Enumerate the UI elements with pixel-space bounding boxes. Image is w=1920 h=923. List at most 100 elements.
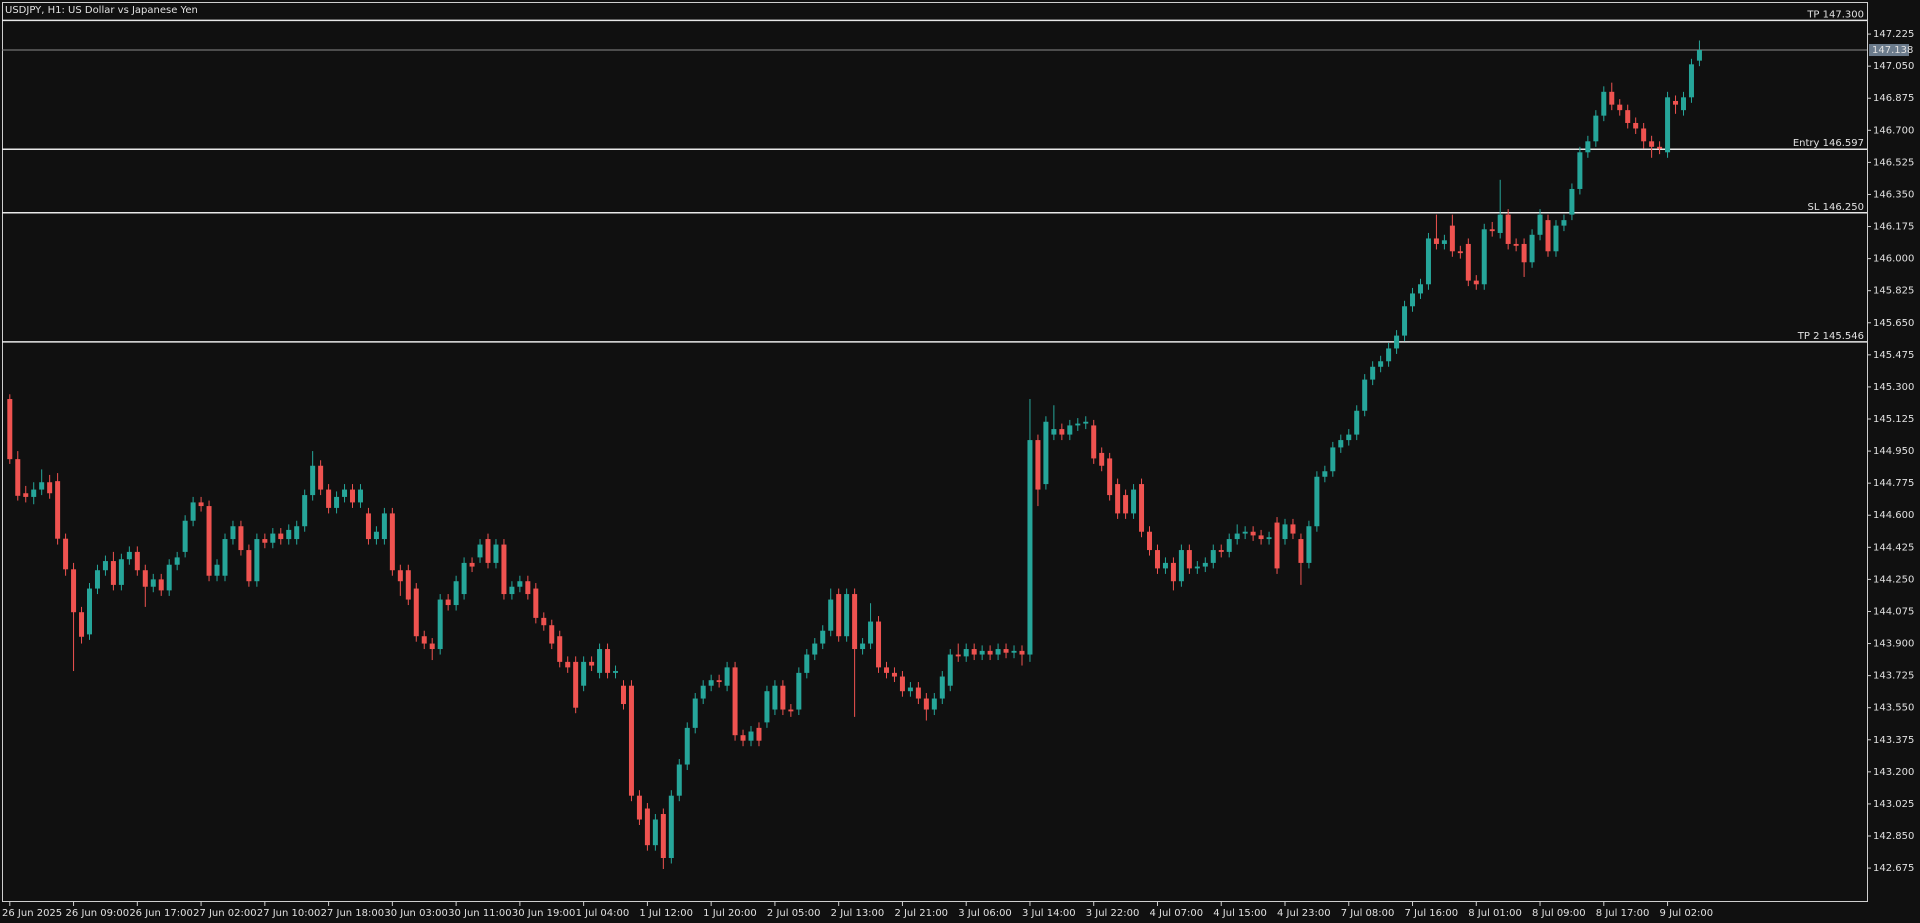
y-tick-label: 143.900: [1873, 639, 1914, 650]
y-tick-label: 146.350: [1873, 189, 1914, 200]
candle-body: [254, 539, 260, 582]
candle-body: [1131, 489, 1137, 514]
y-tick-label: 143.200: [1873, 767, 1914, 778]
candle-body: [1147, 531, 1153, 551]
y-tick-label: 144.775: [1873, 478, 1914, 489]
candle-body: [620, 685, 626, 705]
y-tick-label: 145.825: [1873, 286, 1914, 297]
candle-body: [493, 544, 499, 563]
candle-body: [182, 520, 188, 552]
y-tick-label: 143.550: [1873, 703, 1914, 714]
candle-body: [166, 564, 172, 591]
y-tick-label: 142.675: [1873, 863, 1914, 874]
candle-body: [445, 599, 451, 606]
candle-body: [780, 685, 786, 710]
candle-body: [628, 685, 634, 796]
candle-body: [1035, 440, 1041, 490]
candle-body: [94, 570, 100, 589]
candle-body: [1521, 243, 1527, 263]
y-tick-label: 145.125: [1873, 414, 1914, 425]
candle-body: [1242, 531, 1248, 534]
level-label: TP 147.300: [1806, 9, 1864, 20]
candle-body: [796, 672, 802, 710]
candle-body: [1545, 220, 1551, 252]
candle-body: [1696, 50, 1702, 61]
candle-body: [294, 526, 300, 540]
candle-body: [39, 482, 45, 490]
level-label: TP 2 145.546: [1797, 331, 1864, 342]
candle-body: [860, 643, 866, 650]
candle-body: [1210, 550, 1216, 563]
candle-body: [469, 562, 475, 567]
candle-body: [1338, 440, 1344, 448]
candle-body: [79, 612, 85, 637]
candle-body: [1139, 484, 1145, 532]
candle-body: [947, 654, 953, 686]
candle-body: [477, 544, 483, 558]
candle-body: [453, 581, 459, 606]
bid-label-box: [1869, 44, 1909, 57]
x-tick-label: 3 Jul 06:00: [958, 908, 1012, 919]
bid-label: 147.138: [1872, 45, 1913, 56]
candle-body: [1107, 458, 1113, 496]
candle-body: [884, 667, 889, 673]
candle-body: [1059, 429, 1065, 435]
candle-body: [158, 579, 164, 591]
candle-body: [1489, 229, 1495, 232]
x-tick-label: 30 Jun 03:00: [384, 908, 448, 919]
candle-body: [1274, 522, 1280, 569]
candle-body: [15, 459, 21, 496]
candle-body: [1505, 214, 1511, 244]
candle-body: [565, 661, 571, 668]
candle-body: [1099, 452, 1105, 466]
candle-body: [501, 544, 507, 595]
y-tick-label: 146.525: [1873, 157, 1914, 168]
candle-body: [1481, 229, 1487, 285]
candle-body: [1226, 539, 1232, 552]
candle-body: [1609, 91, 1615, 105]
candle-body: [1633, 122, 1639, 129]
candle-body: [246, 550, 252, 582]
candle-body: [1561, 220, 1567, 226]
candle-body: [485, 539, 491, 563]
candle-body: [1553, 225, 1559, 252]
candle-body: [987, 650, 993, 655]
candle-body: [1577, 152, 1583, 189]
candle-body: [1585, 141, 1591, 153]
x-tick-label: 3 Jul 14:00: [1022, 908, 1076, 919]
candle-body: [1569, 188, 1575, 215]
candle-body: [134, 551, 140, 571]
candle-body: [1449, 225, 1455, 252]
candle-body: [1314, 476, 1320, 527]
candle-body: [286, 529, 292, 540]
candle-body: [437, 599, 443, 650]
candle-body: [1425, 238, 1431, 285]
candle-body: [31, 489, 37, 497]
candle-body: [405, 570, 411, 600]
candle-body: [605, 649, 611, 673]
candle-body: [1019, 650, 1025, 655]
x-tick-label: 26 Jun 09:00: [66, 908, 130, 919]
candle-body: [557, 636, 563, 662]
candle-body: [1266, 537, 1272, 540]
x-tick-label: 2 Jul 13:00: [831, 908, 885, 919]
candle-body: [1011, 650, 1017, 653]
candle-body: [1346, 434, 1352, 441]
candle-body: [541, 617, 547, 626]
candle-body: [573, 661, 579, 708]
candle-body: [915, 687, 921, 699]
candle-body: [692, 698, 698, 728]
candle-body: [373, 531, 379, 540]
x-tick-label: 9 Jul 02:00: [1660, 908, 1714, 919]
candle-body: [1115, 484, 1121, 514]
candle-body: [47, 482, 53, 494]
x-tick-label: 1 Jul 20:00: [703, 908, 757, 919]
candle-body: [724, 667, 730, 686]
candle-body: [676, 764, 682, 796]
candle-body: [804, 654, 810, 673]
candle-body: [716, 680, 722, 683]
candle-body: [668, 795, 674, 859]
